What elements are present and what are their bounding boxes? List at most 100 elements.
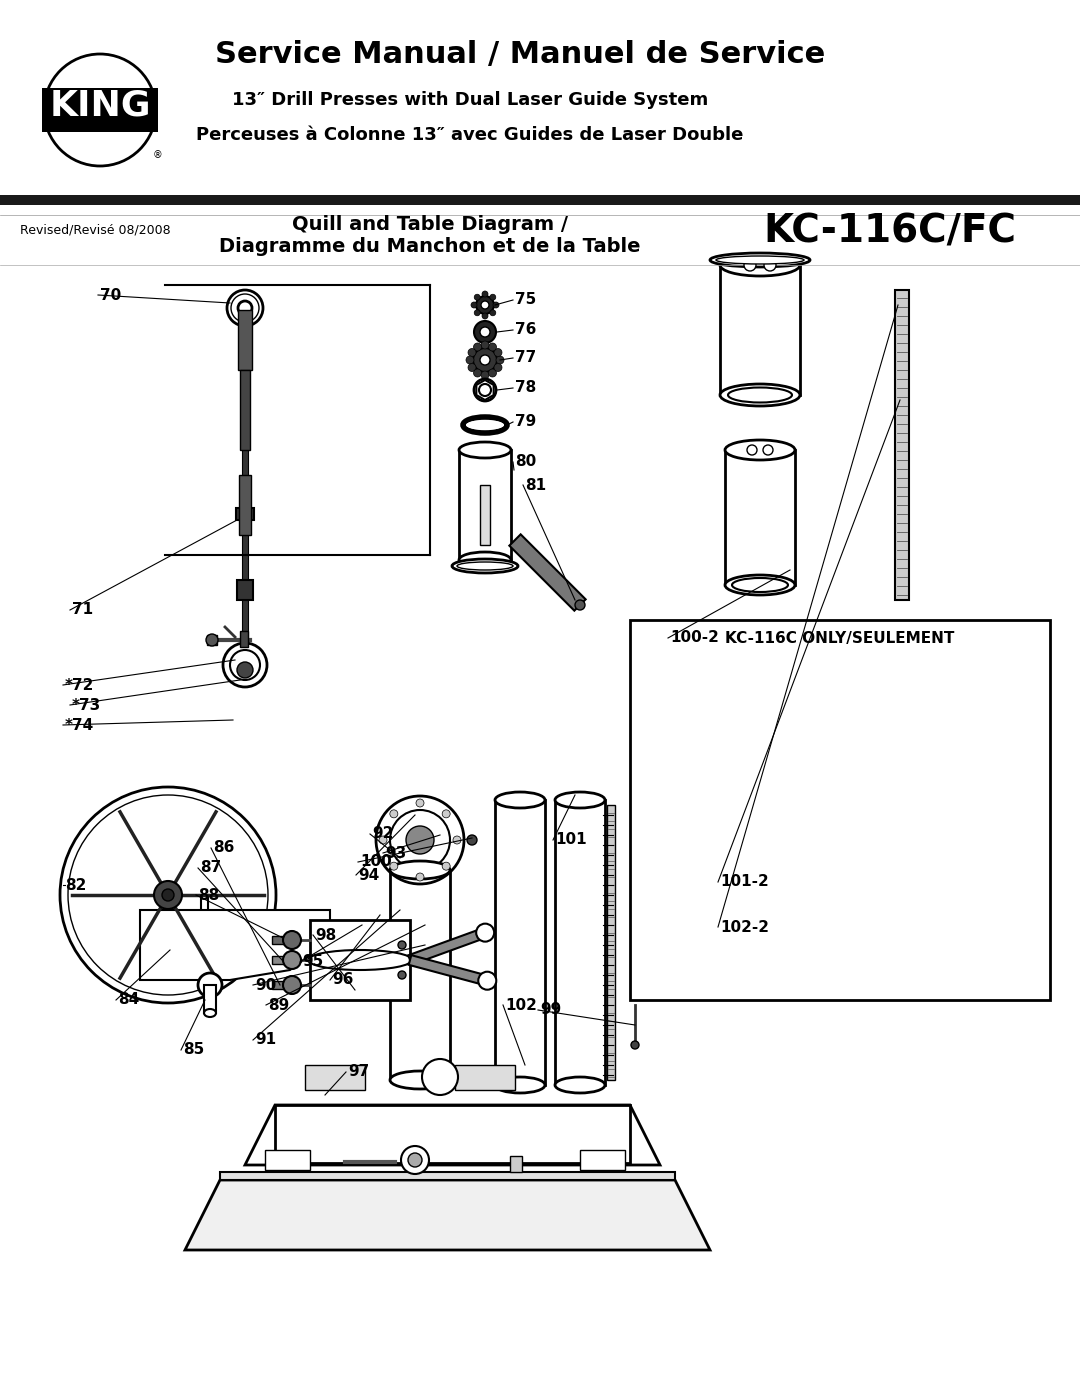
Text: 88: 88 xyxy=(198,887,219,902)
Bar xyxy=(272,956,292,964)
Circle shape xyxy=(442,862,450,870)
Circle shape xyxy=(379,835,387,844)
Polygon shape xyxy=(23,102,40,127)
Ellipse shape xyxy=(457,562,513,570)
Polygon shape xyxy=(408,928,487,965)
Circle shape xyxy=(473,344,482,351)
Polygon shape xyxy=(110,35,137,57)
Text: *73: *73 xyxy=(72,697,102,712)
Polygon shape xyxy=(25,73,48,101)
Text: *74: *74 xyxy=(65,718,94,732)
Bar xyxy=(555,800,605,1085)
Circle shape xyxy=(476,296,494,314)
Text: 102-2: 102-2 xyxy=(720,919,769,935)
Circle shape xyxy=(399,942,406,949)
Polygon shape xyxy=(138,145,161,170)
Bar xyxy=(220,1172,675,1180)
Circle shape xyxy=(468,363,476,372)
Polygon shape xyxy=(59,35,83,57)
Circle shape xyxy=(575,599,585,610)
Bar xyxy=(480,485,490,545)
Text: 76: 76 xyxy=(515,323,537,338)
Text: KING: KING xyxy=(50,88,151,122)
Circle shape xyxy=(227,291,264,326)
Text: 100: 100 xyxy=(360,855,392,869)
Bar xyxy=(868,54,872,155)
Circle shape xyxy=(489,295,496,300)
Text: 89: 89 xyxy=(268,997,289,1013)
Bar xyxy=(580,1150,625,1171)
Circle shape xyxy=(473,369,482,377)
Bar xyxy=(933,162,957,170)
Circle shape xyxy=(230,650,260,680)
Circle shape xyxy=(237,662,253,678)
Text: 94: 94 xyxy=(357,868,379,883)
Text: Service Manual / Manuel de Service: Service Manual / Manuel de Service xyxy=(215,41,825,70)
Ellipse shape xyxy=(204,1009,216,1017)
Bar xyxy=(854,94,886,101)
Ellipse shape xyxy=(555,1077,605,1092)
Circle shape xyxy=(482,313,488,319)
Bar xyxy=(310,921,410,1000)
Bar xyxy=(858,152,882,161)
Circle shape xyxy=(465,356,474,365)
Text: 70: 70 xyxy=(100,288,121,303)
Text: Perceuses à Colonne 13″ avec Guides de Laser Double: Perceuses à Colonne 13″ avec Guides de L… xyxy=(197,126,744,144)
Circle shape xyxy=(496,356,504,365)
Circle shape xyxy=(406,826,434,854)
Ellipse shape xyxy=(459,441,511,458)
Circle shape xyxy=(283,977,301,995)
Circle shape xyxy=(489,310,496,316)
Bar xyxy=(607,805,615,1080)
Text: 80: 80 xyxy=(515,454,537,469)
Bar xyxy=(240,631,248,647)
Polygon shape xyxy=(152,70,175,94)
Ellipse shape xyxy=(390,861,450,879)
Bar xyxy=(207,636,217,645)
Bar xyxy=(495,800,545,1085)
Text: 92: 92 xyxy=(372,827,393,841)
Polygon shape xyxy=(63,162,91,184)
Circle shape xyxy=(416,873,424,882)
Bar xyxy=(928,144,951,152)
Circle shape xyxy=(40,50,160,170)
Circle shape xyxy=(283,951,301,970)
Polygon shape xyxy=(201,895,222,981)
Text: *72: *72 xyxy=(65,678,94,693)
Circle shape xyxy=(390,810,450,870)
Circle shape xyxy=(747,446,757,455)
Circle shape xyxy=(481,372,489,379)
Polygon shape xyxy=(83,32,108,50)
Text: CANADA: CANADA xyxy=(70,140,130,152)
Polygon shape xyxy=(39,148,65,170)
Circle shape xyxy=(198,972,222,997)
Text: 101-2: 101-2 xyxy=(720,875,769,890)
Ellipse shape xyxy=(495,792,545,807)
Circle shape xyxy=(482,291,488,298)
Bar xyxy=(272,936,292,944)
Bar xyxy=(272,981,292,989)
Bar xyxy=(932,41,958,57)
Text: 99: 99 xyxy=(540,1003,562,1017)
Text: 97: 97 xyxy=(348,1065,369,1080)
Bar xyxy=(943,66,947,165)
Bar xyxy=(237,509,254,520)
Bar xyxy=(855,94,885,101)
Circle shape xyxy=(60,787,276,1003)
Circle shape xyxy=(476,923,495,942)
Text: 98: 98 xyxy=(315,928,336,943)
Circle shape xyxy=(422,1059,458,1095)
Bar xyxy=(390,870,450,1080)
Text: 86: 86 xyxy=(213,841,234,855)
Polygon shape xyxy=(140,909,330,981)
Polygon shape xyxy=(160,94,177,119)
Circle shape xyxy=(416,799,424,807)
Bar xyxy=(0,0,1080,196)
Polygon shape xyxy=(135,49,161,73)
Polygon shape xyxy=(510,534,585,610)
Text: ®: ® xyxy=(153,149,163,161)
Bar xyxy=(939,50,942,147)
Ellipse shape xyxy=(710,253,810,267)
Bar xyxy=(924,103,956,110)
Circle shape xyxy=(473,348,497,372)
